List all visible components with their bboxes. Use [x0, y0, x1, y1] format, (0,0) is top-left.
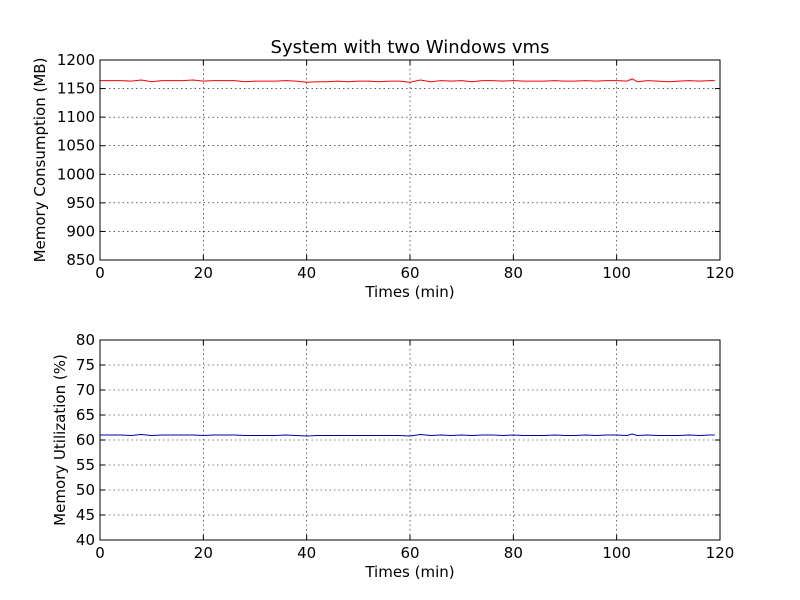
x-tick-label: 120 — [706, 544, 735, 562]
y-tick-label: 55 — [76, 456, 95, 474]
y-tick-label: 850 — [66, 251, 95, 269]
y-tick-label: 1050 — [57, 137, 95, 155]
chart-title: System with two Windows vms — [271, 37, 550, 58]
y-tick-label: 80 — [76, 331, 95, 349]
x-tick-label: 80 — [504, 544, 523, 562]
x-tick-label: 20 — [194, 544, 213, 562]
y-tick-label: 70 — [76, 381, 95, 399]
y-tick-label: 900 — [66, 222, 95, 240]
series-line — [100, 433, 715, 437]
y-tick-label: 75 — [76, 356, 95, 374]
memory-utilization-chart: 0 20 40 60 80 100 120 40 45 50 55 60 65 70 75 80 Times … — [51, 331, 734, 581]
y-tick-label: 1150 — [57, 80, 95, 98]
x-tick-label: 120 — [706, 264, 735, 282]
x-tick-label: 60 — [400, 544, 419, 562]
y-tick-label: 50 — [76, 481, 95, 499]
y-tick-label: 1200 — [57, 51, 95, 69]
y-tick-label: 1000 — [57, 165, 95, 183]
x-tick-label: 100 — [602, 544, 631, 562]
y-tick-label: 65 — [76, 406, 95, 424]
x-tick-label: 80 — [504, 264, 523, 282]
memory-consumption-chart: System with two Windows vms 0 20 40 60 80 100… — [31, 37, 734, 301]
y-tick-label: 45 — [76, 506, 95, 524]
x-tick-label: 20 — [194, 264, 213, 282]
x-tick-label: 0 — [95, 264, 105, 282]
x-tick-label: 0 — [95, 544, 105, 562]
y-tick-label: 60 — [76, 431, 95, 449]
y-axis-label: Memory Consumption (MB) — [31, 58, 49, 263]
x-tick-label: 40 — [297, 264, 316, 282]
x-axis-label: Times (min) — [364, 283, 454, 301]
y-tick-label: 950 — [66, 194, 95, 212]
y-tick-label: 1100 — [57, 108, 95, 126]
y-axis-label: Memory Utilization (%) — [51, 354, 69, 526]
y-tick-label: 40 — [76, 531, 95, 549]
series-line — [100, 78, 715, 83]
x-tick-label: 40 — [297, 544, 316, 562]
x-axis-label: Times (min) — [364, 563, 454, 581]
x-tick-label: 60 — [400, 264, 419, 282]
x-tick-label: 100 — [602, 264, 631, 282]
